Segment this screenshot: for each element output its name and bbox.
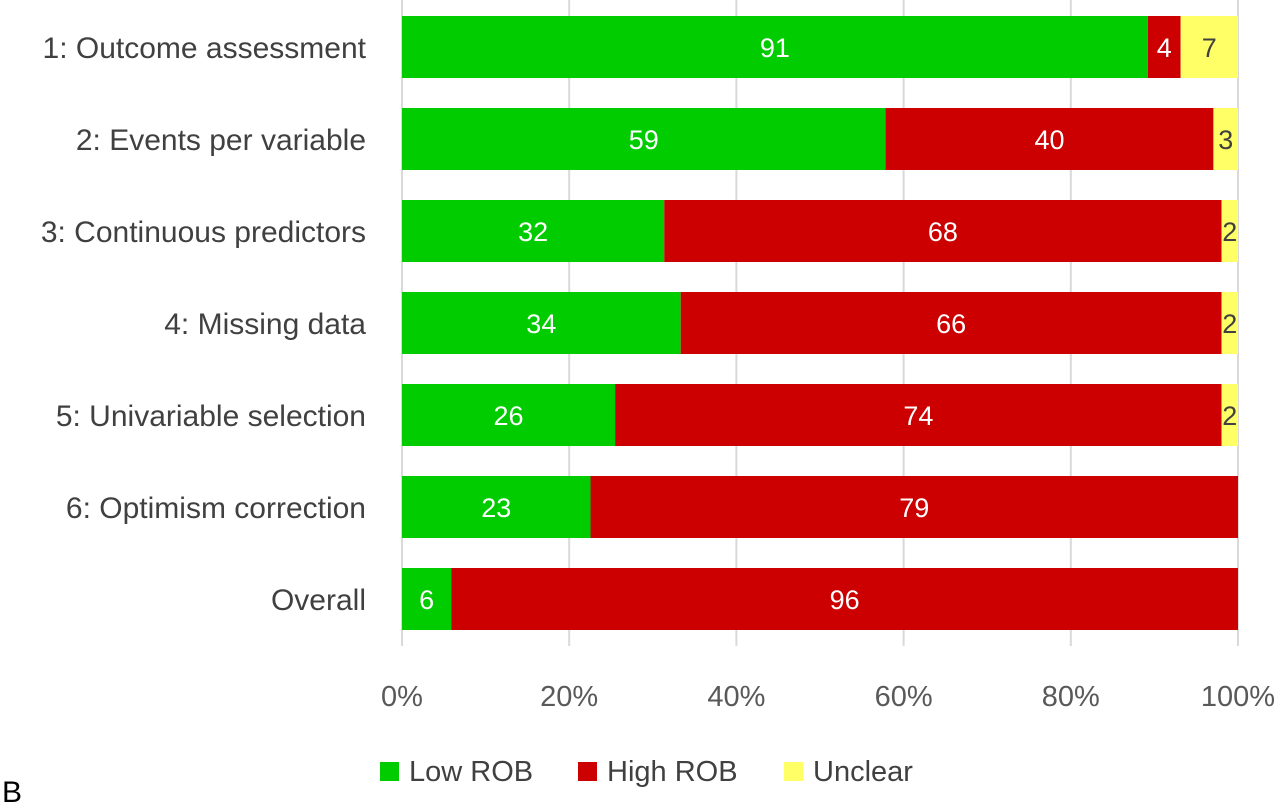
bar-value-label: 96 [830, 585, 860, 615]
bar-segment [402, 476, 591, 538]
category-labels: 1: Outcome assessment 2: Events per varia… [41, 32, 367, 617]
x-tick-label: 0% [381, 681, 423, 713]
legend-swatch [578, 762, 597, 781]
x-tick-label: 20% [540, 681, 598, 713]
bar-value-label: 2 [1222, 401, 1237, 431]
bar-value-label: 34 [526, 309, 556, 339]
bar-value-label: 74 [903, 401, 933, 431]
bar-segment [1221, 292, 1238, 354]
x-tick-label: 100% [1201, 681, 1275, 713]
bar-value-label: 59 [629, 125, 659, 155]
bar-value-label: 2 [1222, 309, 1237, 339]
bar-value-label: 79 [899, 493, 929, 523]
bar-segment [451, 568, 1238, 630]
bar-value-label: 3 [1218, 125, 1233, 155]
category-label: 3: Continuous predictors [41, 216, 366, 249]
legend-label: Unclear [813, 756, 913, 788]
bar-value-label: 66 [936, 309, 966, 339]
category-label: 2: Events per variable [76, 124, 366, 157]
category-label: 5: Univariable selection [56, 400, 366, 433]
legend-swatch [380, 762, 399, 781]
category-label: Overall [271, 584, 366, 617]
legend-label: High ROB [607, 756, 738, 788]
bar-value-label: 23 [481, 493, 511, 523]
bar-segment [402, 16, 1148, 78]
bar-segment [1221, 200, 1238, 262]
x-tick-label: 40% [707, 681, 765, 713]
category-label: 6: Optimism correction [66, 492, 366, 525]
bar-value-label: 40 [1034, 125, 1064, 155]
bar-segment [402, 292, 681, 354]
bar-segment [680, 292, 1222, 354]
bar-value-label: 91 [760, 33, 790, 63]
category-label: 4: Missing data [164, 308, 366, 341]
legend-swatch [784, 762, 803, 781]
bars [402, 16, 1238, 630]
bar-value-label: 4 [1157, 33, 1172, 63]
bar-value-label: 26 [494, 401, 524, 431]
legend: Low ROB High ROB Unclear [380, 756, 913, 788]
bar-segment [1180, 16, 1238, 78]
bar-segment [402, 384, 616, 446]
legend-label: Low ROB [409, 756, 533, 788]
bar-segment [1213, 108, 1238, 170]
bar-segment [402, 108, 886, 170]
bar-labels: 91 4 7 59 40 3 32 68 2 34 66 2 26 74 2 23 79 6 96 [419, 33, 1237, 615]
x-tick-labels: 0% 20% 40% 60% 80% 100% [381, 681, 1275, 713]
x-tick-label: 80% [1042, 681, 1100, 713]
bar-segment [1221, 384, 1238, 446]
x-tick-label: 60% [875, 681, 933, 713]
bar-segment [664, 200, 1222, 262]
bar-segment [615, 384, 1222, 446]
bar-segment [590, 476, 1238, 538]
bar-segment [402, 568, 452, 630]
panel-label: B [2, 776, 22, 806]
bar-value-label: 6 [419, 585, 434, 615]
bar-value-label: 7 [1202, 33, 1217, 63]
bar-segment [1147, 16, 1181, 78]
bar-value-label: 32 [518, 217, 548, 247]
bar-segment [402, 200, 665, 262]
bar-value-label: 2 [1222, 217, 1237, 247]
category-label: 1: Outcome assessment [43, 32, 367, 65]
bar-value-label: 68 [928, 217, 958, 247]
bar-segment [885, 108, 1214, 170]
